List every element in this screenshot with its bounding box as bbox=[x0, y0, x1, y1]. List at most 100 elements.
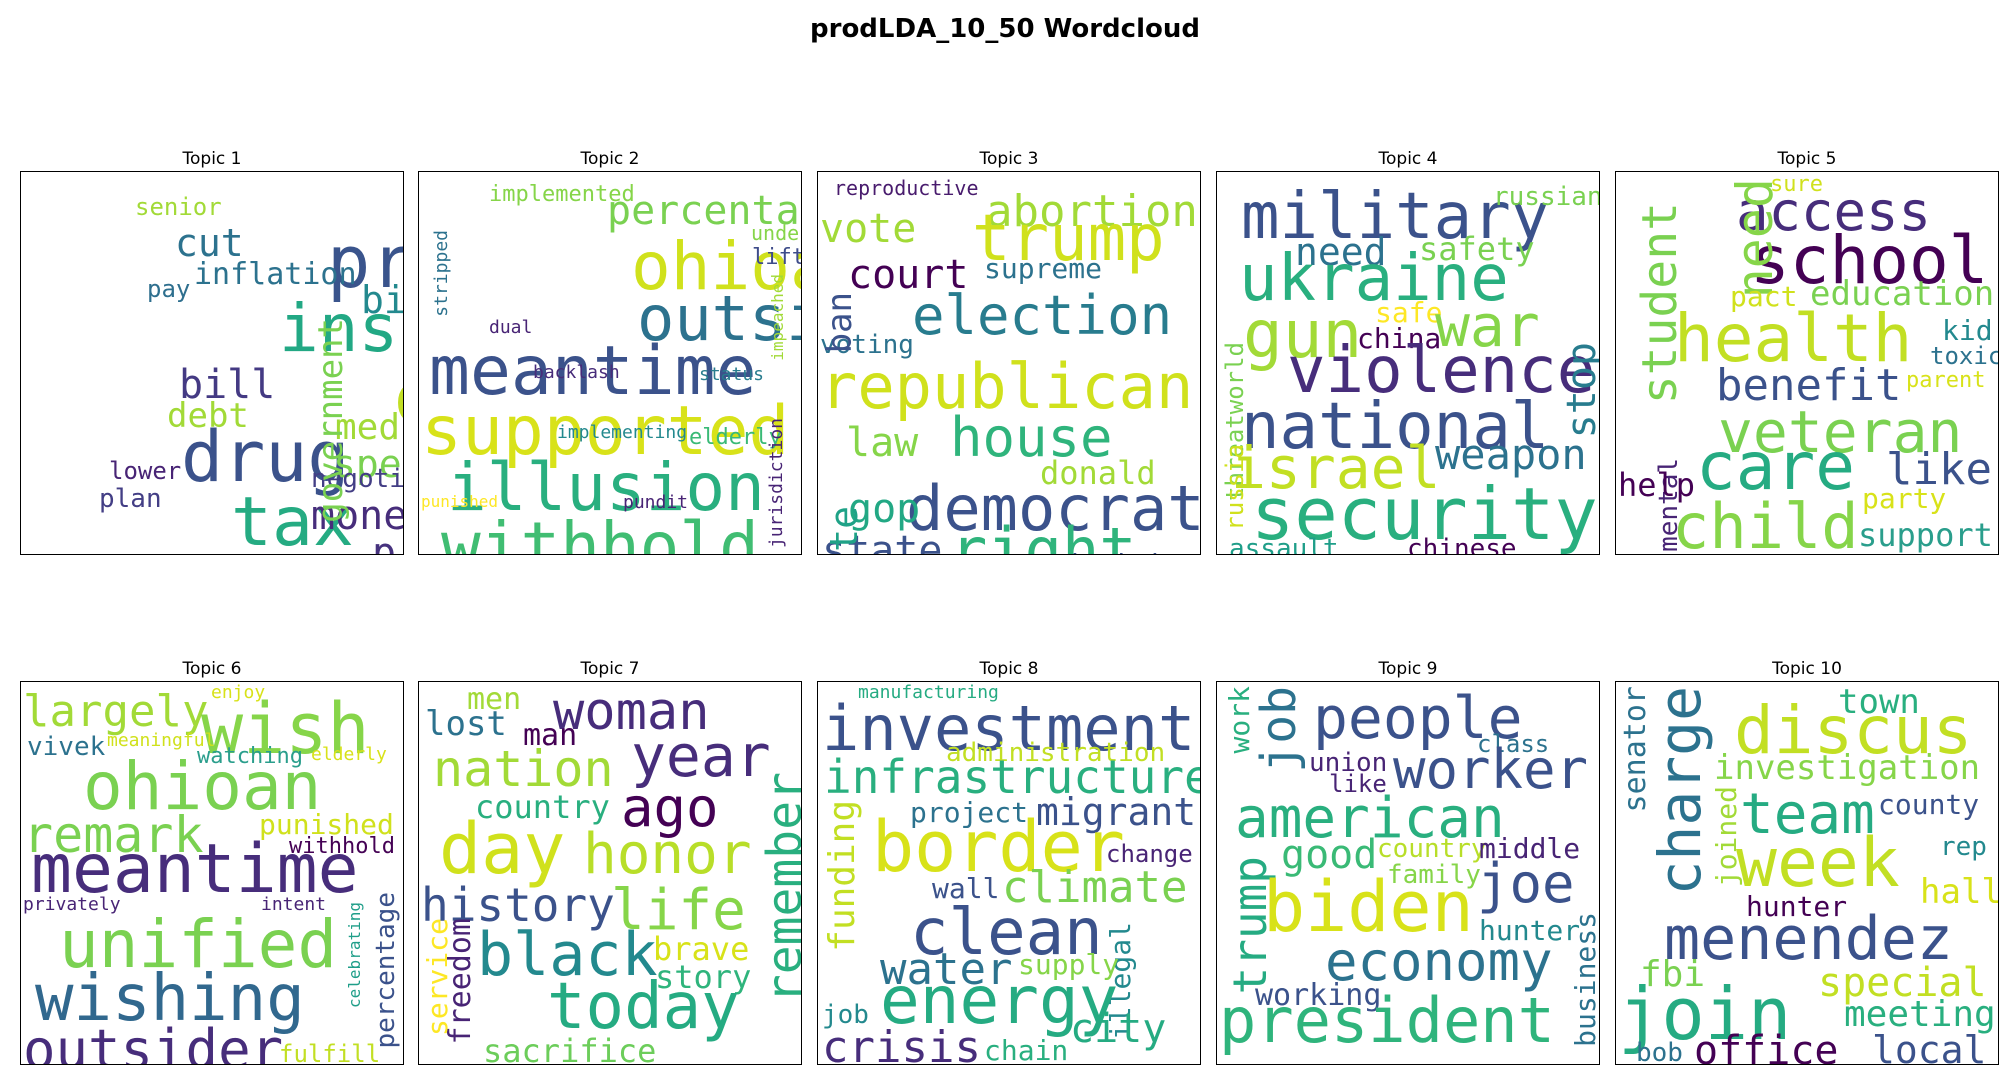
word-privately: privately bbox=[23, 894, 121, 915]
word-wishing: wishing bbox=[35, 962, 305, 1036]
word-crisis: crisis bbox=[822, 1022, 981, 1064]
panel-title: Topic 10 bbox=[1772, 659, 1842, 679]
word-honor: honor bbox=[583, 822, 752, 887]
word-senate: senate bbox=[822, 506, 866, 554]
word-woman: woman bbox=[553, 682, 710, 742]
word-money: money bbox=[311, 493, 403, 539]
word-story: story bbox=[655, 958, 751, 996]
word-border: border bbox=[872, 806, 1125, 888]
word-court: court bbox=[848, 252, 968, 298]
panel-title: Topic 8 bbox=[979, 659, 1039, 679]
word-illegal: illegal bbox=[1104, 922, 1137, 1040]
word-trump: trump bbox=[1223, 856, 1277, 994]
word-implementing: implementing bbox=[557, 422, 687, 443]
word-cut: cut bbox=[175, 221, 244, 265]
word-percentage: percentage bbox=[607, 188, 801, 234]
word-lifting: lifting bbox=[752, 245, 801, 270]
panel-title: Topic 2 bbox=[580, 149, 640, 169]
word-impeached: impeached bbox=[768, 274, 787, 361]
word-underlying: underlying bbox=[751, 221, 801, 245]
word-working: working bbox=[1255, 978, 1381, 1013]
word-prescription: prescription bbox=[372, 530, 403, 554]
word-administration: administration bbox=[946, 738, 1165, 768]
word-student: student bbox=[1632, 202, 1688, 404]
word-dual: dual bbox=[489, 317, 532, 338]
word-black: black bbox=[477, 920, 658, 990]
word-union: union bbox=[1309, 748, 1387, 778]
word-jurisdiction: jurisdiction bbox=[766, 418, 787, 548]
word-like: like bbox=[1886, 444, 1992, 495]
word-discus: discus bbox=[1734, 692, 1972, 769]
word-assault: assault bbox=[1229, 534, 1339, 554]
word-punished: punished bbox=[421, 492, 498, 511]
word-gun: gun bbox=[1243, 296, 1362, 373]
word-negotiate: negotiate bbox=[311, 464, 403, 494]
word-funding: funding bbox=[822, 800, 863, 952]
word-nation: nation bbox=[433, 740, 614, 798]
word-spending: spending bbox=[333, 442, 403, 486]
word-bob: bob bbox=[1636, 1038, 1683, 1064]
word-mental: mental bbox=[1654, 458, 1684, 552]
word-cost: cost bbox=[391, 355, 403, 441]
wordcloud-frame: men woman lost man year nation country ago day ho… bbox=[418, 681, 802, 1065]
word-pundit: pundit bbox=[623, 492, 688, 513]
word-life: life bbox=[611, 878, 746, 943]
word-town: town bbox=[1838, 682, 1920, 722]
word-government: government bbox=[311, 318, 351, 523]
word-watching: watching bbox=[197, 744, 303, 769]
word-illusion: illusion bbox=[447, 449, 765, 526]
word-vivek: vivek bbox=[27, 732, 106, 762]
word-brave: brave bbox=[653, 930, 749, 968]
word-join: join bbox=[1618, 972, 1791, 1056]
word-president: president bbox=[1219, 984, 1555, 1057]
word-senator: senator bbox=[1618, 686, 1653, 812]
word-democrat: democrat bbox=[906, 472, 1200, 545]
word-menendez: menendez bbox=[1664, 904, 1953, 974]
word-law: law bbox=[846, 420, 919, 466]
word-decision: decision bbox=[1062, 548, 1197, 554]
panel-title: Topic 9 bbox=[1378, 659, 1438, 679]
word-russia: russia bbox=[1221, 444, 1249, 531]
word-need: need bbox=[1295, 230, 1387, 274]
word-energy: energy bbox=[880, 962, 1118, 1039]
word-hunter: hunter bbox=[1746, 890, 1847, 923]
word-threatworld: threatworld bbox=[1221, 342, 1249, 501]
word-pay: pay bbox=[147, 275, 190, 303]
word-supreme: supreme bbox=[984, 252, 1102, 285]
wordcloud-frame: work job people class union worker like america… bbox=[1216, 681, 1600, 1065]
word-service: service bbox=[421, 918, 454, 1036]
word-clean: clean bbox=[910, 896, 1103, 970]
word-chain: chain bbox=[984, 1034, 1068, 1064]
word-senior: senior bbox=[135, 193, 222, 221]
panel-title: Topic 7 bbox=[580, 659, 640, 679]
word-violence: violence bbox=[1287, 334, 1595, 408]
word-toxic: toxic bbox=[1930, 342, 1998, 370]
word-education: education bbox=[1810, 274, 1994, 314]
word-weapon: weapon bbox=[1435, 430, 1587, 479]
word-support: support bbox=[1858, 516, 1993, 554]
word-medicare: medicare bbox=[335, 407, 403, 448]
word-reproductive: reproductive bbox=[834, 176, 979, 200]
word-climate: climate bbox=[1002, 862, 1187, 913]
wordcloud-svg: implementedpercentageohioanunderlyinglif… bbox=[421, 182, 801, 554]
word-percentage: percentage bbox=[371, 892, 401, 1049]
word-team: team bbox=[1740, 782, 1875, 847]
word-donald: donald bbox=[1040, 454, 1156, 492]
word-investigation: investigation bbox=[1714, 748, 1980, 788]
word-meantime: meantime bbox=[429, 332, 757, 411]
word-family: family bbox=[1387, 860, 1481, 890]
word-israel: israel bbox=[1231, 434, 1441, 502]
word-office: office bbox=[1694, 1028, 1839, 1064]
word-enjoy: enjoy bbox=[211, 682, 265, 703]
word-city: city bbox=[1070, 1006, 1166, 1052]
word-bill: bill bbox=[179, 362, 275, 408]
word-safe: safe bbox=[1375, 296, 1442, 329]
word-hall: hall bbox=[1920, 872, 1998, 912]
panel-title: Topic 3 bbox=[979, 149, 1039, 169]
word-history: history bbox=[421, 878, 615, 932]
word-ago: ago bbox=[621, 776, 719, 839]
